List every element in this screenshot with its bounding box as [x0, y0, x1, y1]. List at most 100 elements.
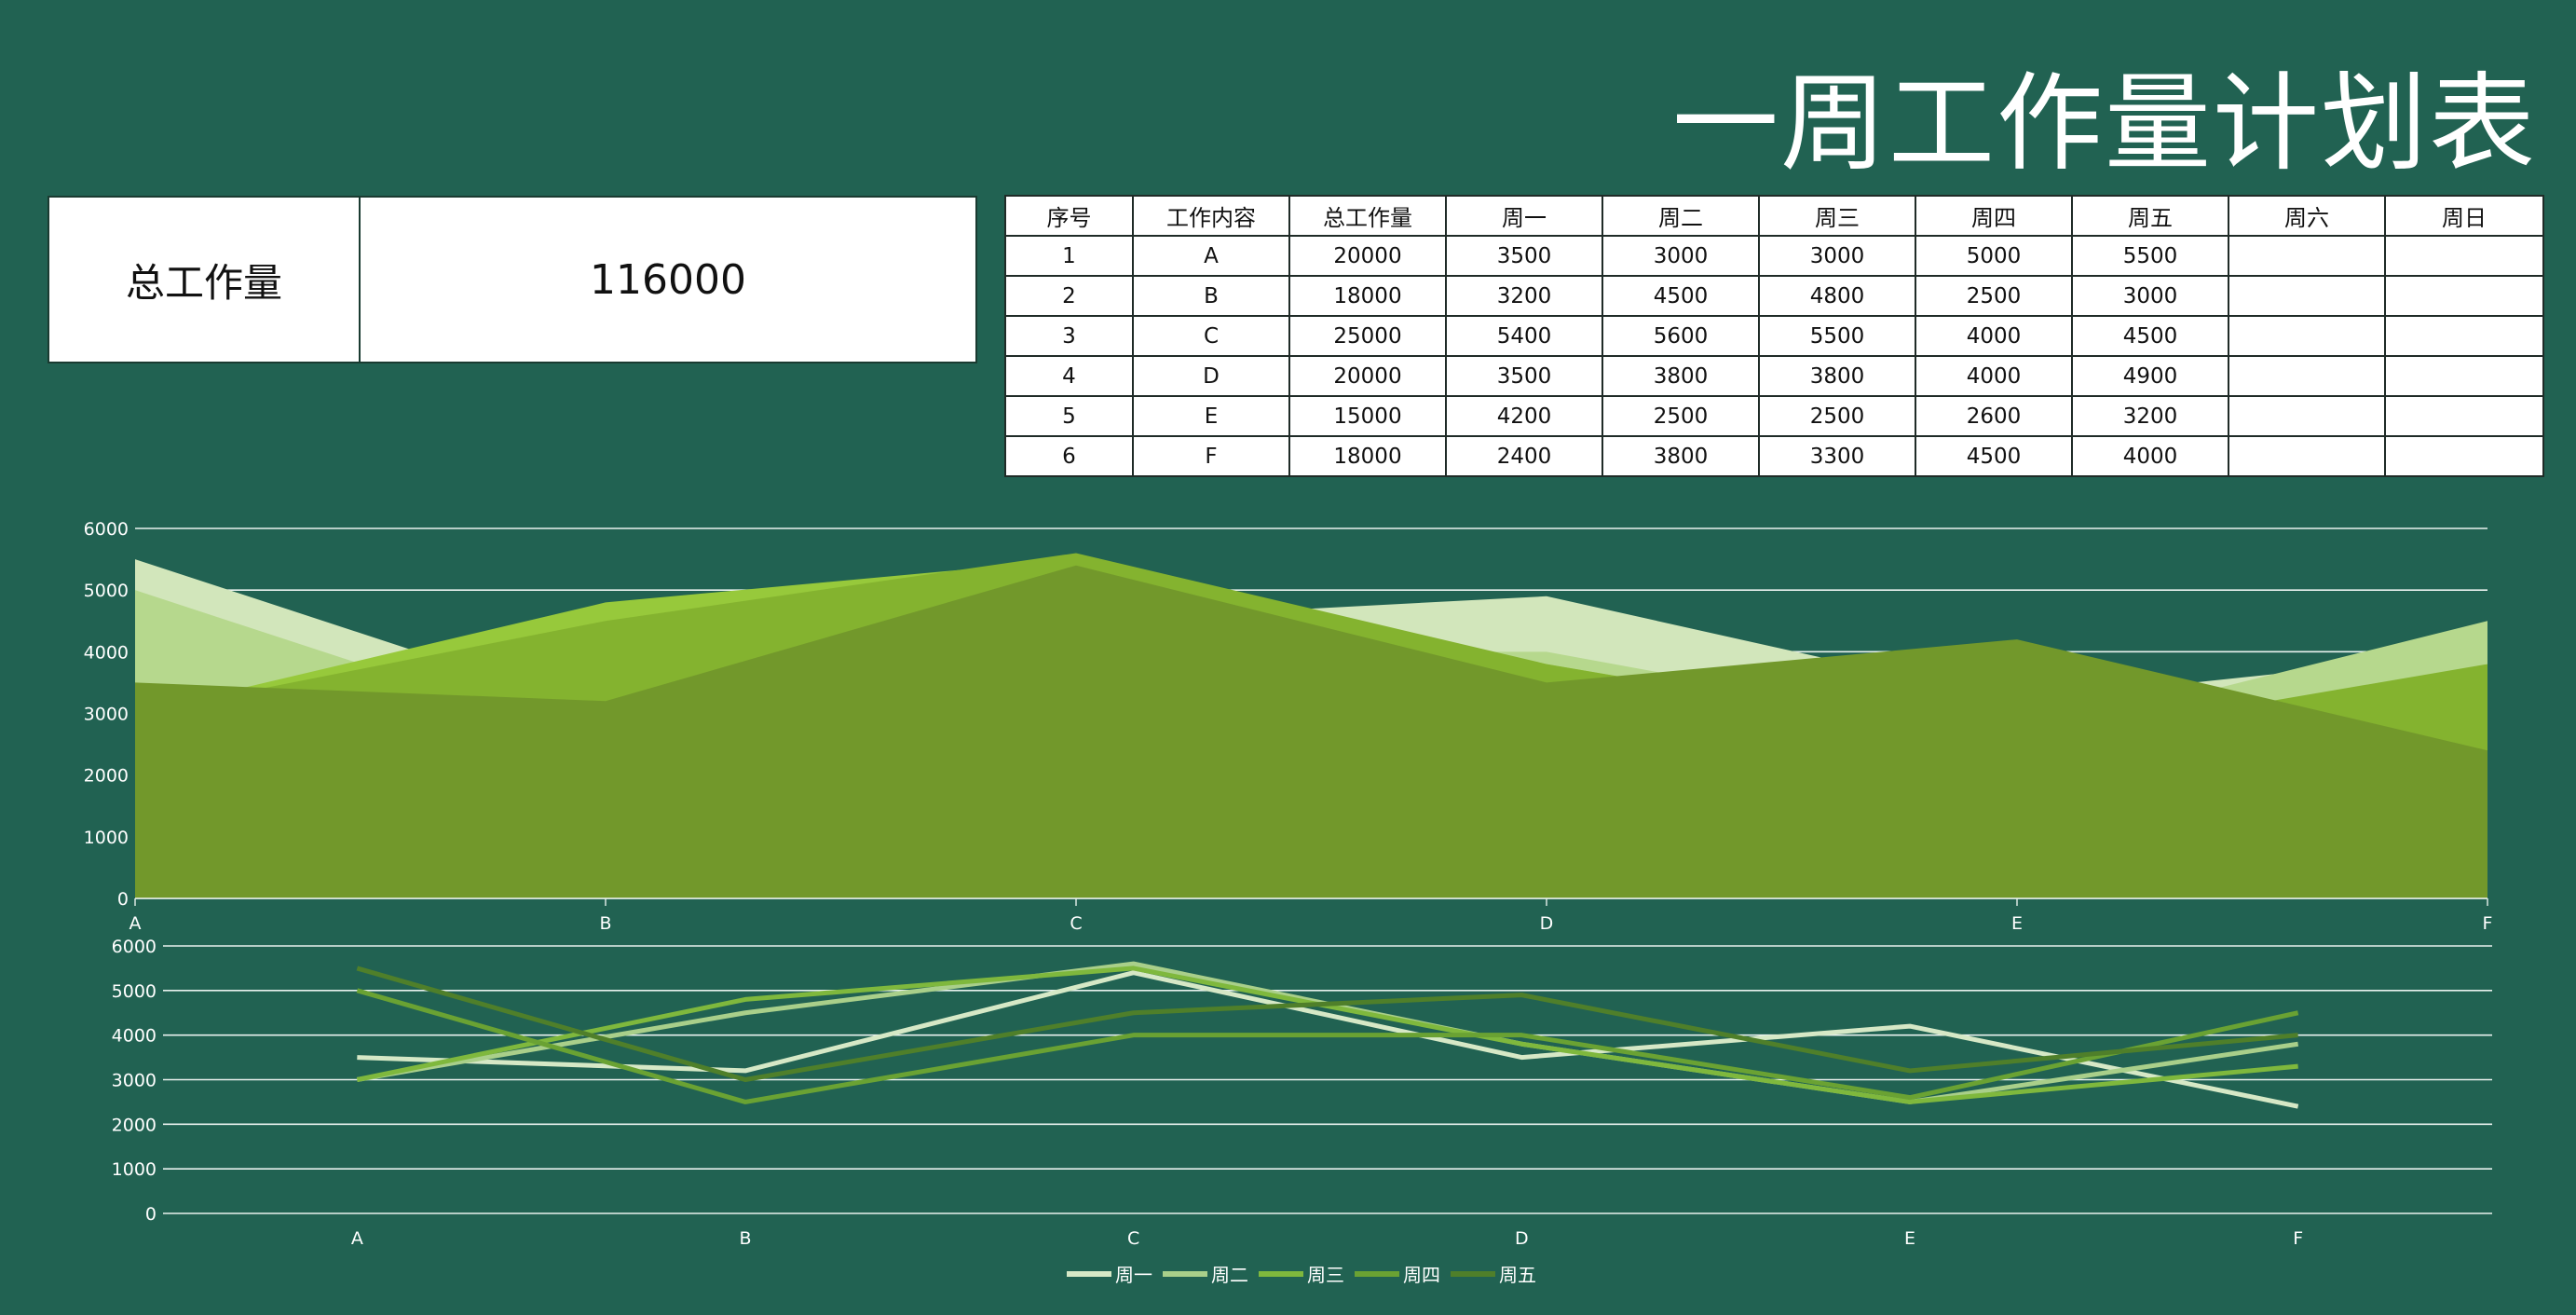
table-cell: 2400: [1445, 435, 1603, 477]
table-cell: 4: [1004, 355, 1134, 397]
table-cell: 2500: [1758, 395, 1916, 437]
x-tick-label: B: [739, 1228, 751, 1249]
table-row: 3 C 25000 5400 5600 5500 4000 4500: [1004, 315, 2544, 357]
table-cell: F: [1132, 435, 1290, 477]
column-header: 周四: [1915, 195, 2073, 237]
table-cell: 3800: [1758, 355, 1916, 397]
legend-label: 周一: [1115, 1264, 1152, 1286]
line-series: [356, 966, 2298, 1082]
table-cell: [2384, 315, 2544, 357]
table-cell: [2228, 395, 2386, 437]
table-cell: 5000: [1915, 235, 2073, 277]
table-cell: [2228, 435, 2386, 477]
column-header: 周六: [2228, 195, 2386, 237]
table-cell: 4800: [1758, 275, 1916, 317]
x-tick-label: A: [351, 1228, 363, 1249]
table-cell: 5500: [2071, 235, 2229, 277]
y-tick-label: 3000: [112, 1071, 157, 1091]
table-cell: [2228, 235, 2386, 277]
table-cell: 20000: [1288, 355, 1447, 397]
y-tick-label: 0: [117, 889, 129, 910]
table-cell: 1: [1004, 235, 1134, 277]
line-series: [356, 988, 2299, 1104]
table-cell: [2228, 355, 2386, 397]
table-cell: 4500: [2071, 315, 2229, 357]
x-tick-label: F: [2293, 1228, 2303, 1249]
legend-label: 周四: [1403, 1264, 1440, 1286]
table-cell: C: [1132, 315, 1290, 357]
table-cell: 3200: [1445, 275, 1603, 317]
table-cell: [2384, 275, 2544, 317]
y-tick-label: 0: [145, 1204, 157, 1225]
x-tick-label: A: [129, 913, 142, 934]
table-cell: [2228, 275, 2386, 317]
table-cell: 5400: [1445, 315, 1603, 357]
y-tick-label: 4000: [112, 1026, 157, 1047]
table-cell: 6: [1004, 435, 1134, 477]
table-cell: 2600: [1915, 395, 2073, 437]
table-cell: [2228, 315, 2386, 357]
table-row: 6 F 18000 2400 3800 3300 4500 4000: [1004, 435, 2544, 477]
x-tick-label: D: [1515, 1228, 1529, 1249]
table-cell: 4500: [1601, 275, 1760, 317]
x-tick-label: D: [1540, 913, 1554, 934]
table-cell: 4000: [1915, 355, 2073, 397]
y-tick-label: 2000: [84, 766, 129, 787]
table-row: 5 E 15000 4200 2500 2500 2600 3200: [1004, 395, 2544, 437]
table-cell: 3500: [1445, 235, 1603, 277]
table-row: 2 B 18000 3200 4500 4800 2500 3000: [1004, 275, 2544, 317]
table-cell: [2384, 355, 2544, 397]
table-row: 4 D 20000 3500 3800 3800 4000 4900: [1004, 355, 2544, 397]
table-cell: E: [1132, 395, 1290, 437]
area-series: [135, 565, 2487, 898]
table-cell: A: [1132, 235, 1290, 277]
table-cell: 3: [1004, 315, 1134, 357]
table-cell: 3800: [1601, 435, 1760, 477]
table-cell: 2500: [1915, 275, 2073, 317]
table-cell: 3200: [2071, 395, 2229, 437]
workload-table: 序号 工作内容 总工作量 周一 周二 周三 周四 周五 周六 周日 1 A 20000 3500 3000…: [1004, 195, 2544, 477]
table-cell: [2384, 435, 2544, 477]
total-workload-label: 总工作量: [49, 198, 361, 362]
y-tick-label: 1000: [112, 1159, 157, 1180]
y-tick-label: 6000: [112, 937, 157, 957]
table-cell: 20000: [1288, 235, 1447, 277]
table-cell: 4500: [1915, 435, 2073, 477]
table-header-row: 序号 工作内容 总工作量 周一 周二 周三 周四 周五 周六 周日: [1004, 195, 2544, 237]
table-cell: D: [1132, 355, 1290, 397]
table-cell: 3000: [1601, 235, 1760, 277]
total-workload-summary: 总工作量 116000: [48, 196, 977, 363]
table-cell: 15000: [1288, 395, 1447, 437]
x-tick-label: B: [599, 913, 611, 934]
y-tick-label: 5000: [84, 581, 129, 601]
y-tick-label: 2000: [112, 1115, 157, 1135]
total-workload-value: 116000: [590, 255, 746, 304]
page-title: 一周工作量计划表: [1671, 62, 2537, 185]
line-series: [357, 970, 2299, 1109]
y-tick-label: 4000: [84, 642, 129, 663]
column-header: 周二: [1601, 195, 1760, 237]
table-cell: 3500: [1445, 355, 1603, 397]
y-tick-label: 5000: [112, 981, 157, 1002]
y-tick-label: 3000: [84, 705, 129, 725]
column-header: 周五: [2071, 195, 2229, 237]
y-tick-label: 1000: [84, 828, 129, 848]
table-body: 1 A 20000 3500 3000 3000 5000 5500 2 B 18000 3200 45…: [1004, 235, 2544, 477]
table-cell: 3000: [1758, 235, 1916, 277]
table-cell: 2: [1004, 275, 1134, 317]
x-tick-label: F: [2483, 913, 2493, 934]
table-cell: 4200: [1445, 395, 1603, 437]
table-row: 1 A 20000 3500 3000 3000 5000 5500: [1004, 235, 2544, 277]
table-cell: 3300: [1758, 435, 1916, 477]
table-cell: 4000: [1915, 315, 2073, 357]
table-cell: 3800: [1601, 355, 1760, 397]
legend-label: 周五: [1499, 1264, 1536, 1286]
table-cell: [2384, 395, 2544, 437]
column-header: 序号: [1004, 195, 1134, 237]
x-tick-label: E: [1904, 1228, 1915, 1249]
table-cell: 18000: [1288, 275, 1447, 317]
x-tick-label: C: [1127, 1228, 1139, 1249]
table-cell: 4000: [2071, 435, 2229, 477]
table-cell: 18000: [1288, 435, 1447, 477]
